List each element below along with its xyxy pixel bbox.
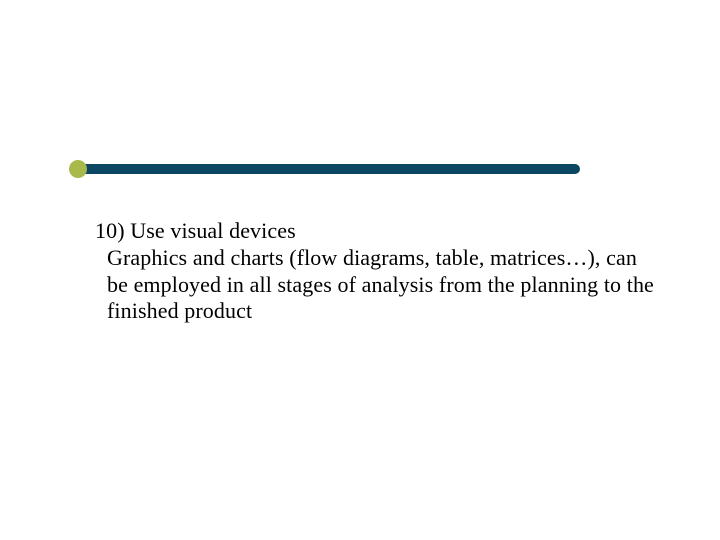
body-text: 10) Use visual devices Graphics and char… bbox=[95, 218, 655, 325]
item-heading: 10) Use visual devices bbox=[95, 218, 655, 245]
divider-dot-icon bbox=[69, 160, 87, 178]
item-body: Graphics and charts (flow diagrams, tabl… bbox=[95, 245, 655, 325]
divider-bar bbox=[70, 164, 580, 174]
divider-rule bbox=[70, 160, 580, 178]
slide: 10) Use visual devices Graphics and char… bbox=[0, 0, 720, 540]
